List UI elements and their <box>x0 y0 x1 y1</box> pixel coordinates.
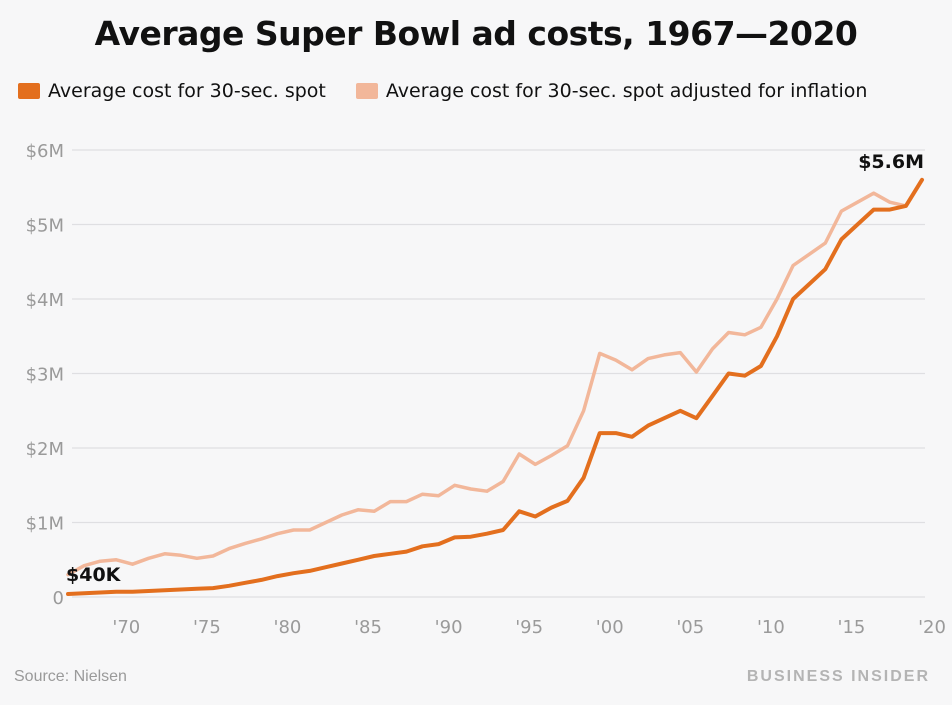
legend-label-nominal: Average cost for 30-sec. spot <box>48 80 326 102</box>
y-tick-label: $4M <box>26 290 64 311</box>
x-tick-label: '10 <box>757 617 785 638</box>
x-tick-label: '75 <box>193 617 221 638</box>
legend-item-inflation: Average cost for 30-sec. spot adjusted f… <box>355 80 868 102</box>
x-tick-label: '80 <box>274 617 302 638</box>
x-axis-ticks: '70 '75 '80 '85 '90 '95 '00 '05 '10 '15 '20 <box>112 617 946 638</box>
series-line-nominal <box>66 177 924 596</box>
x-tick-label: '05 <box>676 617 704 638</box>
y-tick-label: $6M <box>26 141 64 162</box>
source-note: Source: Nielsen <box>14 668 127 685</box>
y-axis-ticks: 0 $1M $2M $3M $4M $5M $6M <box>26 141 64 609</box>
legend-swatch-nominal <box>18 83 40 99</box>
legend-swatch-inflation <box>355 83 378 99</box>
y-tick-label: $1M <box>26 514 64 535</box>
y-tick-label: $2M <box>26 439 64 460</box>
y-tick-label: 0 <box>53 588 64 609</box>
x-tick-label: '20 <box>918 617 946 638</box>
x-tick-label: '85 <box>354 617 382 638</box>
legend-label-inflation: Average cost for 30-sec. spot adjusted f… <box>385 80 868 102</box>
x-tick-label: '00 <box>596 617 624 638</box>
y-tick-label: $5M <box>26 216 64 237</box>
legend: Average cost for 30-sec. spot Average co… <box>18 80 897 102</box>
gridlines <box>72 149 925 598</box>
x-tick-label: '90 <box>435 617 463 638</box>
annotation-start-value: $40K <box>66 564 122 586</box>
chart-title: Average Super Bowl ad costs, 1967—2020 <box>94 14 858 53</box>
y-tick-label: $3M <box>26 365 64 386</box>
x-tick-label: '15 <box>838 617 866 638</box>
brand-logo: BUSINESS INSIDER <box>746 668 930 685</box>
annotation-end-value: $5.6M <box>858 151 924 173</box>
x-tick-label: '70 <box>112 617 140 638</box>
x-tick-label: '95 <box>515 617 543 638</box>
annotations: $40K $5.6M <box>66 151 924 586</box>
series-lines <box>66 177 924 596</box>
series-line-inflation-adjusted <box>66 178 924 577</box>
legend-item-nominal: Average cost for 30-sec. spot <box>18 80 326 102</box>
